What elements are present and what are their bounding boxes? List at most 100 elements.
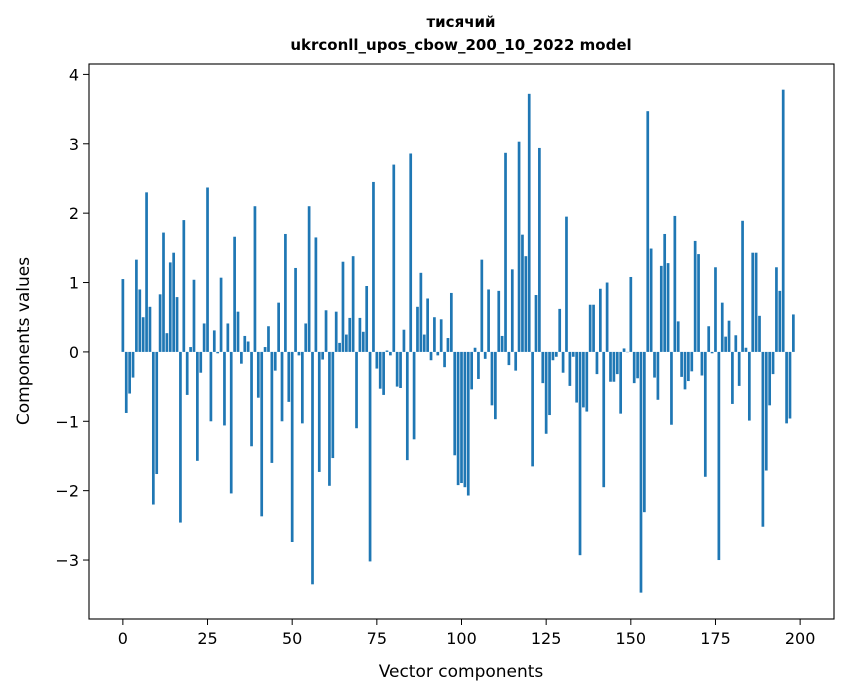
x-axis-ticks: 0 25 50 75 100 125 150 175 200	[118, 619, 816, 648]
x-tick-label: 50	[282, 629, 302, 648]
bar-21	[192, 279, 196, 352]
x-tick-label: 200	[785, 629, 816, 648]
bar-116	[514, 351, 518, 371]
bars-group	[121, 89, 795, 593]
bar-161	[666, 263, 670, 352]
bar-124	[541, 351, 545, 384]
bar-67	[348, 317, 352, 352]
bar-111	[497, 290, 501, 352]
bar-154	[643, 351, 646, 513]
bar-110	[494, 351, 497, 420]
bar-98	[453, 351, 457, 456]
bar-150	[629, 276, 633, 352]
bar-5	[138, 289, 142, 352]
bar-153	[639, 351, 643, 593]
bar-183	[741, 220, 744, 352]
bar-10	[155, 351, 159, 475]
bar-119	[524, 256, 528, 352]
bar-160	[663, 233, 667, 352]
bar-127	[551, 351, 555, 361]
bar-175	[714, 267, 717, 352]
bar-198	[792, 314, 795, 352]
bar-178	[724, 336, 727, 352]
bar-4	[135, 259, 138, 352]
bar-93	[436, 351, 440, 356]
bar-60	[324, 310, 328, 352]
bar-166	[683, 351, 687, 390]
bar-120	[527, 93, 531, 352]
x-tick-label: 125	[531, 629, 562, 648]
bar-74	[372, 181, 375, 352]
bar-121	[531, 351, 534, 467]
x-tick-label: 100	[446, 629, 477, 648]
bar-87	[416, 306, 419, 352]
bar-107	[483, 351, 487, 359]
bar-157	[653, 351, 656, 378]
bar-132	[568, 351, 572, 386]
bar-148	[622, 348, 626, 352]
bar-7	[145, 192, 148, 352]
bar-97	[449, 292, 453, 352]
bar-177	[720, 302, 724, 352]
bar-39	[253, 206, 257, 352]
bar-79	[389, 351, 392, 356]
bar-169	[693, 240, 697, 352]
bar-99	[456, 351, 460, 486]
bar-143	[605, 282, 609, 352]
bar-12	[162, 232, 165, 352]
bar-197	[788, 351, 792, 419]
bar-83	[402, 329, 406, 352]
bar-51	[294, 267, 297, 352]
bar-179	[727, 320, 731, 352]
bar-164	[676, 321, 680, 352]
y-tick-label: −1	[55, 412, 79, 431]
bar-16	[175, 297, 179, 352]
bar-109	[490, 351, 494, 406]
bar-37	[246, 341, 250, 352]
bar-176	[717, 351, 721, 561]
bar-18	[182, 220, 186, 352]
bar-130	[561, 351, 565, 373]
bar-32	[229, 351, 233, 494]
bar-141	[598, 288, 602, 352]
x-tick-label: 25	[197, 629, 217, 648]
bar-113	[504, 152, 507, 352]
bar-33	[233, 236, 236, 352]
bar-38	[250, 351, 253, 447]
bar-40	[256, 351, 260, 398]
bar-2	[128, 351, 131, 394]
bar-162	[670, 351, 673, 425]
bar-190	[764, 351, 768, 471]
bar-159	[659, 265, 663, 352]
x-tick-label: 175	[700, 629, 731, 648]
bar-27	[212, 330, 216, 352]
bar-70	[358, 317, 362, 352]
bar-144	[609, 351, 612, 382]
bar-48	[284, 233, 287, 352]
bar-94	[439, 319, 443, 352]
bar-103	[470, 351, 474, 390]
bar-112	[500, 335, 504, 352]
bar-3	[131, 351, 135, 378]
x-tick-label: 150	[616, 629, 647, 648]
bar-46	[277, 302, 280, 352]
bar-173	[707, 326, 711, 352]
bar-151	[632, 351, 636, 384]
bar-102	[466, 351, 470, 496]
bar-29	[219, 277, 223, 352]
bar-165	[680, 351, 683, 377]
bar-126	[548, 351, 551, 416]
bar-78	[385, 350, 389, 352]
bar-167	[687, 351, 690, 382]
bar-44	[270, 351, 274, 463]
plot-frame	[88, 63, 835, 620]
bar-50	[290, 351, 294, 542]
bar-163	[673, 215, 677, 352]
bar-145	[612, 351, 616, 382]
bar-55	[307, 206, 311, 352]
bar-53	[300, 351, 304, 424]
bar-23	[199, 351, 203, 373]
bar-129	[558, 308, 562, 352]
bar-35	[240, 351, 243, 364]
